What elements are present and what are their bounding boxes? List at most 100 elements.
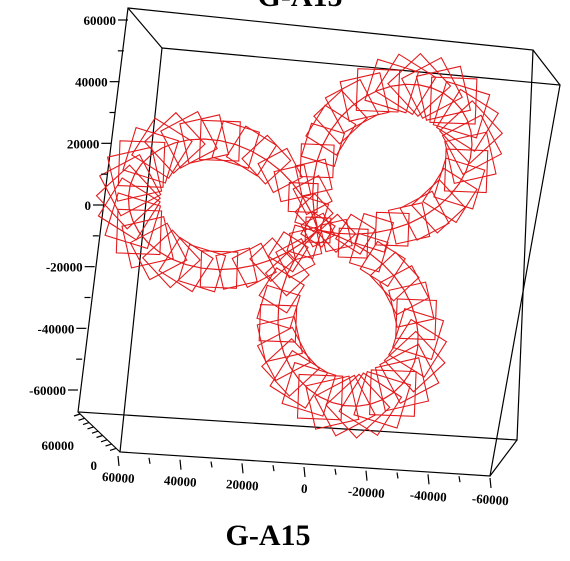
y-axis: 60000 40000 20000 0 -20000 -40000 -60000 — [29, 13, 128, 398]
z-tick — [109, 447, 117, 451]
curve-square — [392, 308, 445, 361]
curve-square — [256, 315, 304, 363]
curve-square — [106, 146, 163, 202]
curve-square — [288, 226, 323, 261]
curve-square — [388, 281, 435, 328]
curve-square — [143, 111, 206, 174]
x-tick — [396, 472, 399, 479]
curve-square — [444, 131, 497, 185]
curve-square — [267, 231, 309, 273]
curve-square — [305, 375, 360, 430]
x-axis: 60000 40000 20000 0 -20000 -40000 -60000 — [102, 455, 509, 509]
curve-square — [95, 164, 161, 230]
x-tick — [117, 455, 120, 467]
x-tick-label: -20000 — [347, 483, 385, 501]
curve-square — [231, 242, 277, 289]
x-tick-label: -40000 — [409, 487, 447, 505]
curve-square — [286, 224, 322, 260]
curve-square — [387, 52, 452, 117]
z-tick — [105, 443, 112, 447]
z-tick — [82, 422, 90, 426]
curve-square — [261, 338, 320, 397]
z-tick — [100, 439, 108, 443]
curve-square — [338, 372, 403, 437]
y-tick-label: -40000 — [37, 321, 74, 336]
curve-square — [211, 120, 261, 169]
y-tick-label: 20000 — [67, 136, 100, 151]
chart-title-bottom: G-A15 — [226, 519, 311, 552]
chart-title-top: G-A15 — [258, 0, 343, 13]
curve-square — [325, 373, 391, 439]
curve-square — [324, 78, 380, 134]
curve-square — [249, 237, 295, 283]
curve-square — [215, 247, 258, 290]
curve-square — [355, 68, 401, 113]
curve-square — [300, 122, 346, 168]
z-tick — [96, 434, 103, 439]
curve-trace — [127, 83, 473, 407]
y-tick-label: -60000 — [29, 383, 66, 398]
curve-square — [433, 157, 486, 210]
curve-square — [337, 227, 369, 259]
curve-square — [273, 164, 312, 203]
z-tick — [91, 430, 99, 434]
box-edge-3 — [489, 439, 518, 477]
curve-square — [443, 148, 489, 194]
curve-square — [256, 326, 312, 382]
curve-square — [299, 143, 335, 179]
curve-square — [269, 349, 329, 409]
curve-square — [429, 76, 478, 125]
z-tick — [87, 426, 94, 430]
curve-square — [374, 53, 437, 116]
curve-square — [353, 370, 412, 429]
x-tick — [489, 477, 492, 489]
curve-square — [435, 88, 500, 152]
x-tick — [272, 465, 275, 472]
z-axis: 60000 0 — [42, 413, 117, 473]
curve-square — [313, 89, 368, 145]
curve-square — [438, 100, 504, 165]
curve-square — [432, 80, 491, 139]
curve-square — [177, 243, 227, 293]
x-tick-label: 60000 — [102, 469, 135, 486]
curve-square — [117, 140, 166, 188]
curve-square — [399, 190, 450, 241]
curve-square — [369, 369, 417, 417]
z-tick-label: 60000 — [42, 438, 75, 453]
curve-square — [257, 147, 303, 194]
curve-square — [379, 265, 430, 316]
curve-square — [334, 213, 377, 255]
curve-square — [141, 229, 201, 289]
x-tick-label: 20000 — [226, 476, 259, 493]
curve-square — [160, 110, 218, 169]
x-tick — [148, 457, 151, 464]
curve-square — [359, 240, 406, 288]
curve-square — [374, 357, 430, 412]
curve-square — [287, 182, 319, 214]
curve-square — [354, 212, 395, 253]
x-tick — [365, 470, 368, 481]
x-tick-label: -60000 — [471, 491, 509, 509]
curve-square — [300, 212, 336, 248]
curve-square — [400, 56, 463, 119]
x-tick — [334, 468, 337, 475]
curve-square — [374, 211, 410, 247]
y-tick-label: 40000 — [75, 75, 108, 90]
z-tick — [73, 413, 81, 417]
curve-square — [364, 58, 420, 114]
x-tick — [427, 474, 430, 485]
curve-square — [199, 119, 241, 162]
x-tick-label: 40000 — [164, 473, 197, 490]
curve-square — [131, 117, 193, 179]
curve-square — [388, 318, 448, 378]
z-tick — [78, 417, 85, 421]
curve-square — [387, 202, 431, 245]
curve-square — [258, 267, 305, 314]
curve-square — [316, 213, 357, 253]
curve-square — [415, 65, 472, 121]
curve-square — [314, 374, 377, 437]
box-edge-1 — [127, 7, 163, 49]
curve-square — [379, 343, 440, 404]
y-tick-label: 0 — [85, 198, 92, 213]
